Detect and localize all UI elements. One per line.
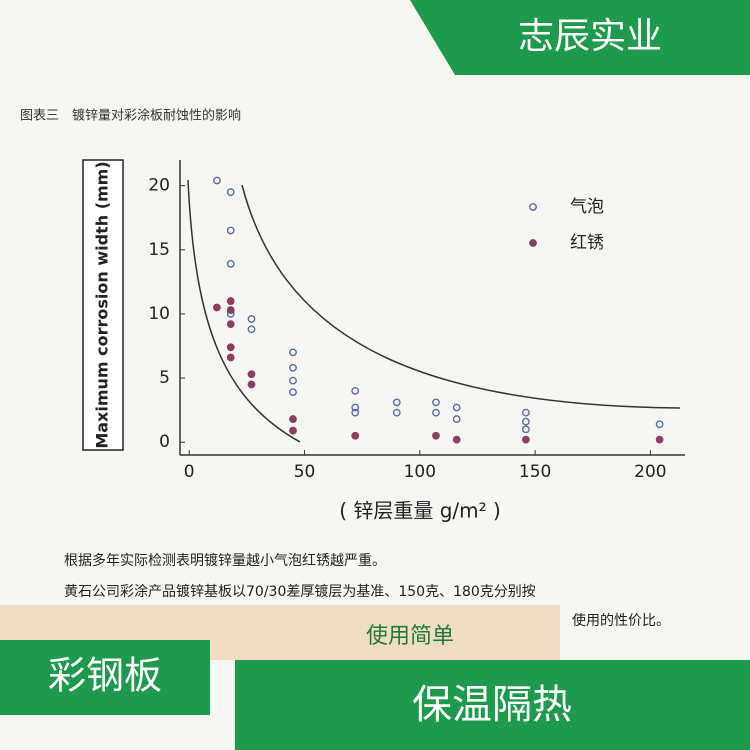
legend-marker bbox=[529, 239, 537, 247]
point bbox=[521, 417, 530, 426]
point bbox=[452, 403, 461, 412]
point bbox=[432, 431, 440, 440]
legend-marker bbox=[529, 203, 537, 211]
point bbox=[655, 420, 664, 429]
slogan: 保温隔热 bbox=[412, 682, 572, 728]
point bbox=[226, 320, 235, 329]
point bbox=[432, 408, 440, 417]
point bbox=[351, 403, 360, 412]
point bbox=[432, 398, 440, 407]
point bbox=[226, 226, 235, 235]
paragraph-line: 根据多年实际检测表明镀锌量越小气泡红锈越严重。 bbox=[64, 552, 386, 569]
point bbox=[521, 425, 530, 434]
caption: 图表三 镀锌量对彩涂板耐蚀性的影响 bbox=[20, 108, 241, 124]
point bbox=[289, 348, 297, 357]
point bbox=[226, 343, 235, 352]
y-tick-label: 5 bbox=[159, 368, 170, 388]
y-axis-label: Maximum corrosion width (mm) bbox=[93, 161, 112, 448]
x-tick-label: 50 bbox=[294, 462, 316, 482]
point bbox=[392, 398, 401, 407]
point bbox=[289, 415, 297, 423]
x-tick-label: 100 bbox=[404, 462, 436, 482]
x-tick-label: 150 bbox=[519, 462, 551, 482]
point bbox=[289, 426, 297, 435]
point bbox=[392, 408, 401, 417]
bottom-banner bbox=[235, 660, 750, 750]
point bbox=[351, 386, 360, 395]
point bbox=[226, 188, 235, 196]
x-tick-label: 0 bbox=[184, 462, 195, 482]
tag: 彩钢板 bbox=[48, 654, 162, 698]
point bbox=[226, 353, 235, 362]
legend-label: 气泡 bbox=[570, 197, 604, 217]
x-axis-label: ( 锌层重量 g/m² ) bbox=[339, 499, 501, 523]
y-tick-label: 0 bbox=[159, 432, 170, 452]
point bbox=[226, 306, 235, 314]
y-tick-label: 15 bbox=[148, 240, 170, 260]
point bbox=[212, 176, 221, 185]
paragraph-line: 黄石公司彩涂产品镀锌基板以70/30差厚镀层为基准、150克、180克分别按 bbox=[64, 583, 536, 600]
point bbox=[289, 376, 297, 385]
point bbox=[521, 408, 530, 417]
y-label-box bbox=[82, 159, 124, 451]
y-tick-label: 20 bbox=[148, 176, 170, 196]
point bbox=[226, 259, 235, 268]
point bbox=[226, 297, 235, 305]
plot-area bbox=[180, 160, 685, 455]
point bbox=[247, 380, 256, 389]
point bbox=[521, 435, 530, 444]
paragraph-line: 使用的性价比。 bbox=[572, 612, 670, 629]
left-tag-box bbox=[0, 640, 210, 715]
chart: 0 50 100 150 200 0 5 10 15 20 气泡红锈 bbox=[148, 176, 666, 482]
legend-label: 红锈 bbox=[570, 233, 604, 253]
y-tick-label: 10 bbox=[148, 304, 170, 324]
point bbox=[289, 388, 297, 397]
point bbox=[351, 431, 360, 440]
tag: 使用简单 bbox=[366, 624, 454, 649]
point bbox=[452, 415, 461, 423]
brand: 志辰实业 bbox=[518, 16, 662, 57]
point bbox=[351, 408, 360, 417]
point bbox=[247, 370, 256, 379]
point bbox=[247, 315, 256, 323]
point bbox=[247, 325, 256, 334]
boundary-curve bbox=[187, 179, 301, 443]
point bbox=[212, 303, 221, 312]
point bbox=[289, 363, 297, 372]
top-banner bbox=[410, 0, 750, 75]
boundary-curve bbox=[241, 184, 681, 409]
x-tick-label: 200 bbox=[634, 462, 666, 482]
point bbox=[655, 435, 664, 444]
point bbox=[452, 435, 461, 444]
